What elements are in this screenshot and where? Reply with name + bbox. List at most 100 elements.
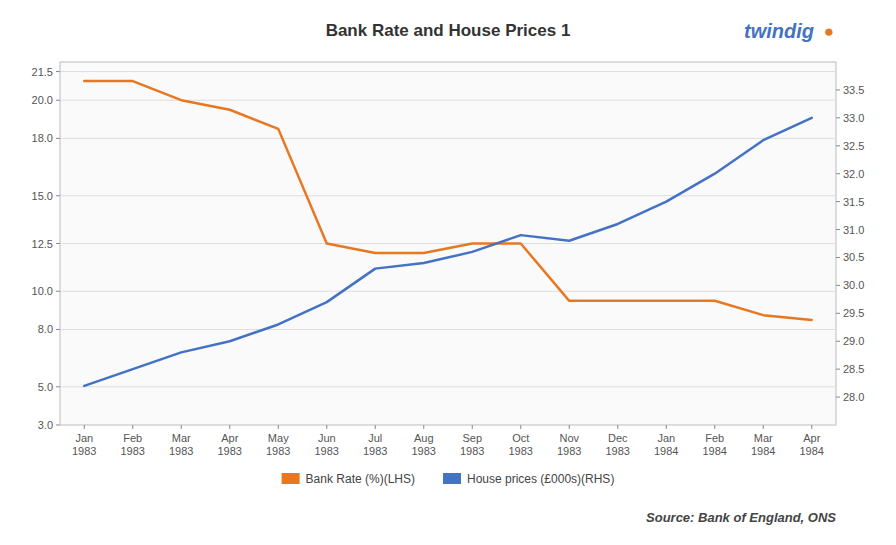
y-tick	[56, 71, 60, 72]
x-tick-label-line: Oct	[512, 432, 529, 444]
x-tick	[423, 425, 424, 429]
x-tick-label-line: Feb	[123, 432, 142, 444]
y2-tick-label: 32.0	[843, 168, 864, 180]
y2-tick-label: 29.5	[843, 307, 864, 319]
y2-tick-label: 33.0	[843, 112, 864, 124]
x-tick-label-line: Jan	[75, 432, 93, 444]
axes: 3.05.08.010.012.515.018.020.021.528.028.…	[32, 66, 865, 457]
y2-tick	[836, 313, 840, 314]
y2-tick	[836, 397, 840, 398]
x-tick-label: Oct1983	[509, 432, 533, 457]
grid-line	[60, 329, 836, 330]
x-tick-label: Apr1984	[800, 432, 824, 457]
y-tick-label: 15.0	[32, 190, 53, 202]
x-tick-label: Jan1984	[654, 432, 678, 457]
y2-tick	[836, 173, 840, 174]
x-tick	[617, 425, 618, 429]
y-tick	[56, 425, 60, 426]
grid	[60, 72, 836, 425]
y-tick-label: 20.0	[32, 94, 53, 106]
y-tick	[56, 100, 60, 101]
grid-line	[60, 195, 836, 196]
x-tick-label-line: Mar	[172, 432, 191, 444]
y2-tick	[836, 285, 840, 286]
y2-tick-label: 31.0	[843, 224, 864, 236]
logo-dot: ●	[824, 22, 834, 41]
y2-tick-label: 30.5	[843, 251, 864, 263]
x-tick-label: Mar1984	[751, 432, 775, 457]
y-tick-label: 21.5	[32, 66, 53, 78]
x-tick-label: Aug1983	[412, 432, 436, 457]
x-tick-label-line: 1983	[412, 445, 436, 457]
x-tick	[326, 425, 327, 429]
y2-tick-label: 32.5	[843, 140, 864, 152]
legend-label: House prices (£000s)(RHS)	[467, 472, 614, 486]
y-tick-label: 12.5	[32, 238, 53, 250]
x-tick-label-line: Jun	[318, 432, 336, 444]
y-tick	[56, 243, 60, 244]
x-tick	[569, 425, 570, 429]
y2-tick-label: 30.0	[843, 279, 864, 291]
x-tick	[229, 425, 230, 429]
x-tick-label-line: Dec	[608, 432, 628, 444]
legend-swatch	[443, 473, 461, 484]
x-tick-label-line: Aug	[414, 432, 434, 444]
y2-tick-label: 31.5	[843, 196, 864, 208]
y2-tick	[836, 145, 840, 146]
x-tick-label-line: Mar	[754, 432, 773, 444]
x-tick	[520, 425, 521, 429]
y2-tick-label: 29.0	[843, 335, 864, 347]
y-tick	[56, 329, 60, 330]
y2-tick	[836, 89, 840, 90]
series-line	[84, 118, 812, 386]
grid-line	[60, 71, 836, 72]
grid-line	[60, 138, 836, 139]
x-tick	[472, 425, 473, 429]
x-tick-label: Jul1983	[363, 432, 387, 457]
grid-line	[60, 386, 836, 387]
y2-tick	[836, 369, 840, 370]
y-tick	[56, 195, 60, 196]
x-tick-label: Feb1984	[703, 432, 727, 457]
x-tick-label-line: 1983	[557, 445, 581, 457]
x-tick-label: Jun1983	[315, 432, 339, 457]
x-tick-label-line: 1983	[363, 445, 387, 457]
y2-tick-label: 28.0	[843, 391, 864, 403]
x-tick	[811, 425, 812, 429]
source-note: Source: Bank of England, ONS	[646, 510, 836, 525]
x-tick-label: Mar1983	[169, 432, 193, 457]
title: Bank Rate and House Prices 1	[326, 21, 571, 40]
plot-frame	[60, 62, 836, 425]
x-tick-label-line: 1983	[460, 445, 484, 457]
x-tick-label: Apr1983	[218, 432, 242, 457]
grid-line	[60, 425, 836, 426]
x-tick-label-line: 1983	[509, 445, 533, 457]
x-tick	[666, 425, 667, 429]
x-tick-label-line: 1983	[72, 445, 96, 457]
series-line	[84, 81, 812, 320]
y-tick-label: 18.0	[32, 132, 53, 144]
y2-tick	[836, 117, 840, 118]
legend-label: Bank Rate (%)(LHS)	[306, 472, 415, 486]
lines	[84, 81, 812, 386]
y-tick	[56, 291, 60, 292]
x-tick-label: Feb1983	[121, 432, 145, 457]
grid-line	[60, 100, 836, 101]
x-tick-label: May1983	[266, 432, 290, 457]
y-tick-label: 5.0	[38, 381, 53, 393]
x-tick-label: Nov1983	[557, 432, 581, 457]
x-tick	[714, 425, 715, 429]
x-tick	[375, 425, 376, 429]
y2-tick-label: 28.5	[843, 363, 864, 375]
x-tick-label-line: 1984	[654, 445, 678, 457]
x-tick-label-line: Sep	[462, 432, 482, 444]
x-tick-label-line: 1983	[121, 445, 145, 457]
x-tick	[132, 425, 133, 429]
x-tick-label-line: Apr	[803, 432, 820, 444]
x-tick-label: Jan1983	[72, 432, 96, 457]
grid-line	[60, 291, 836, 292]
x-tick-label-line: Jul	[368, 432, 382, 444]
logo-text: twindig	[744, 20, 814, 42]
grid-line	[60, 243, 836, 244]
y-tick-label: 8.0	[38, 323, 53, 335]
